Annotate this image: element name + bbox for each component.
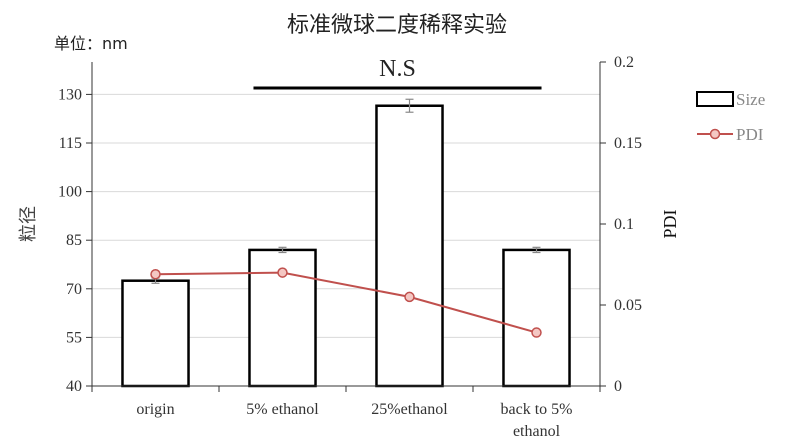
- chart-title: 标准微球二度稀释实验: [287, 13, 507, 38]
- y-left-tick-label: 70: [66, 281, 82, 298]
- pdi-line: [150, 267, 542, 338]
- y-left-tick-label: 85: [66, 232, 82, 249]
- pdi-point: [150, 268, 161, 280]
- axes: [86, 61, 606, 392]
- x-tick-label: origin: [136, 401, 174, 418]
- size-bar: [502, 248, 571, 388]
- y-left-tick-label: 100: [58, 184, 82, 201]
- pdi-series-line: [155, 271, 537, 334]
- pdi-point: [277, 267, 288, 278]
- x-tick-label: 5% ethanol: [246, 401, 319, 418]
- y-right-tick-label: 0.05: [614, 297, 642, 314]
- legend-pdi-swatch-marker: [709, 128, 721, 140]
- pdi-point: [531, 327, 542, 338]
- legend-pdi-label: PDI: [736, 125, 764, 144]
- y-left-tick-label: 55: [66, 329, 82, 346]
- size-bar: [121, 279, 190, 388]
- legend: Size PDI: [696, 90, 765, 144]
- legend-size-swatch: [696, 91, 734, 107]
- y-right-tick-label: 0: [614, 378, 622, 395]
- pdi-point: [404, 291, 415, 303]
- tick-labels: 40 55 70 85 100 115 130 0 0.05 0.1 0.15 0.2 origin 5%…: [18, 54, 680, 440]
- y-right-axis-title: PDI: [660, 209, 680, 238]
- y-right-tick-label: 0.1: [614, 216, 634, 233]
- y-right-tick-label: 0.2: [614, 54, 634, 71]
- x-tick-label: back to 5% ethanol: [501, 401, 573, 440]
- y-left-tick-label: 130: [58, 86, 82, 103]
- annotation: N.S: [253, 56, 542, 90]
- y-right-tick-label: 0.15: [614, 135, 642, 152]
- y-left-tick-label: 115: [59, 135, 82, 152]
- unit-label: 单位：nm: [54, 34, 128, 53]
- ns-label: N.S: [379, 56, 416, 82]
- x-tick-label: 25%ethanol: [371, 401, 448, 418]
- bars: [121, 98, 571, 388]
- size-bar: [375, 104, 444, 388]
- y-left-axis-title: 粒径: [18, 206, 38, 242]
- legend-size-label: Size: [736, 90, 765, 109]
- y-left-tick-label: 40: [66, 378, 82, 395]
